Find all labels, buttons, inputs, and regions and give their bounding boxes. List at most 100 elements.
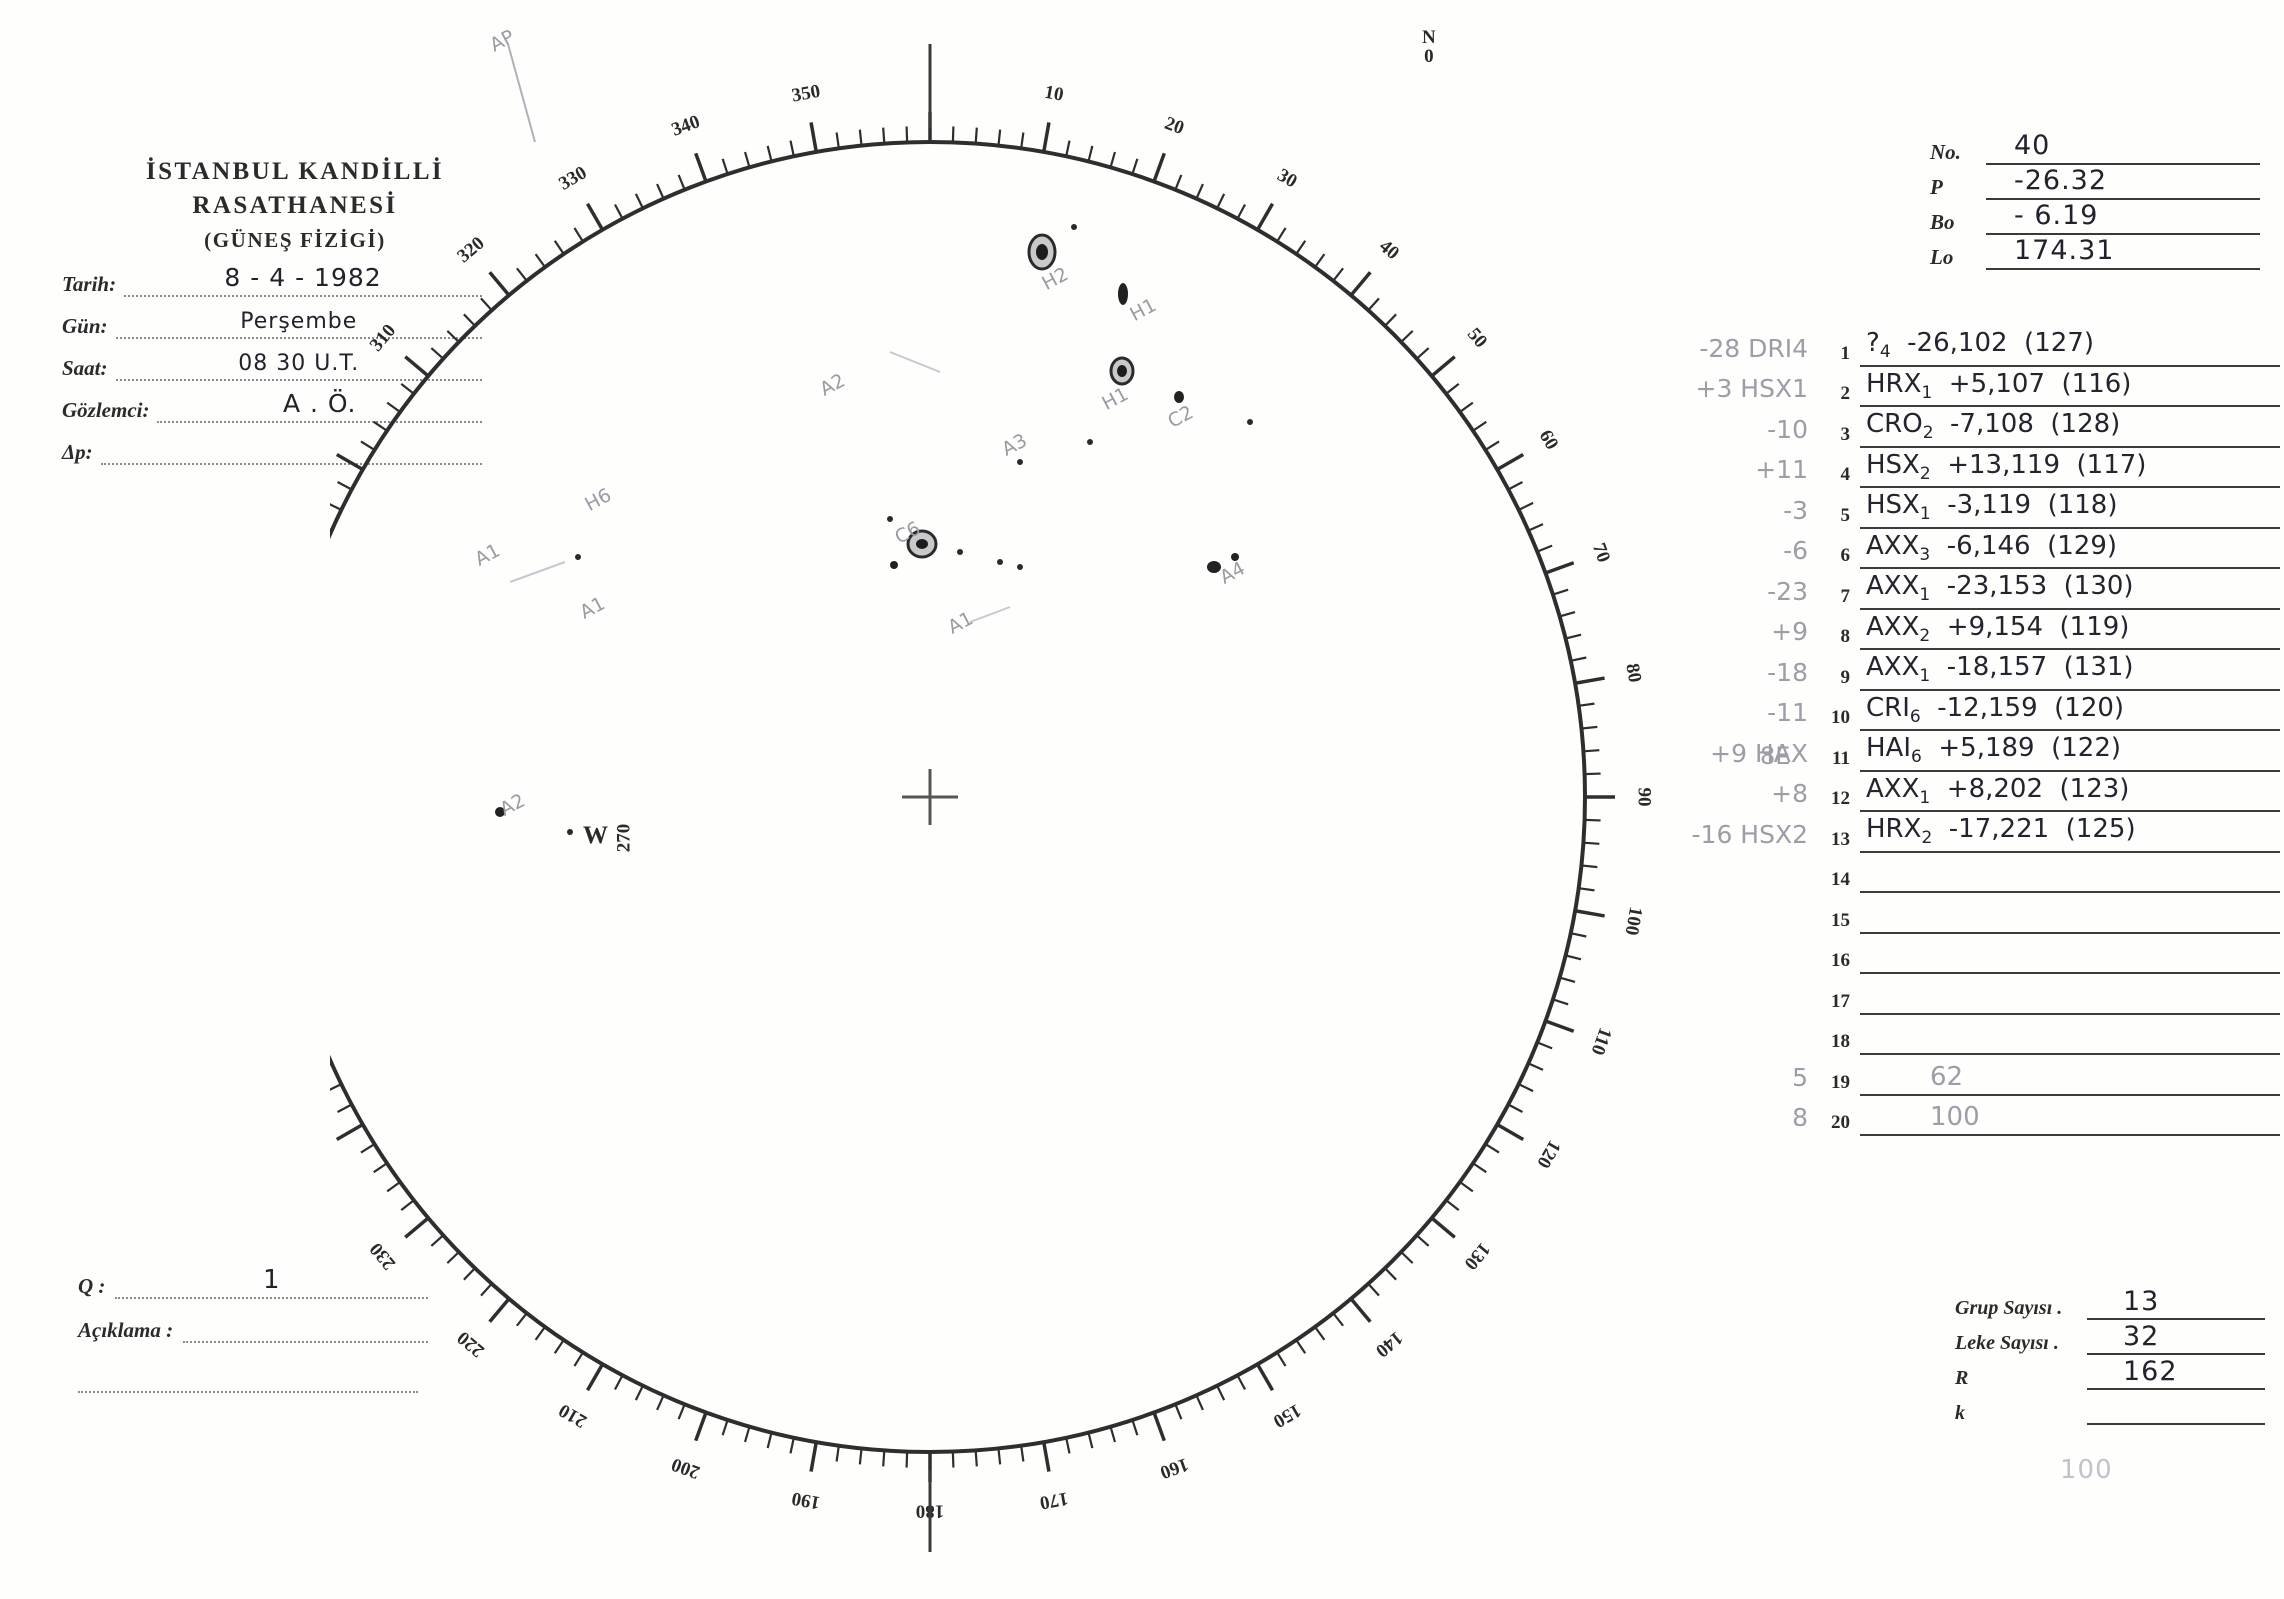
group-rule-line [1860,688,2280,691]
group-row[interactable]: +9 HAX 8E 11 HAI6 +5,189 (122) [1700,733,2280,776]
field-aciklama-line2[interactable] [78,1373,418,1393]
group-row[interactable]: -11 10 CRI6 -12,159 (120) [1700,692,2280,736]
group-pencil-note: +3 HSX1 [1695,374,1809,403]
group-row[interactable]: 18 [1700,1019,2280,1060]
sunspot-pore [1087,439,1093,445]
field-tarih[interactable]: 8 - 4 - 1982 [124,261,482,297]
sunspot-mark [1174,391,1184,403]
form-row-aciklama[interactable]: Açıklama : [78,1299,428,1343]
form-row-saat[interactable]: Saat: 08 30 U.T. [62,339,482,381]
group-row[interactable]: +9 8 AXX2 +9,154 (119) [1700,612,2280,655]
form-row-delta-p[interactable]: Δp: [62,423,482,465]
form-row-q[interactable]: Q : 1 [78,1255,428,1299]
group-pencil-note: -10 [1767,414,1808,444]
field-k[interactable] [2087,1393,2265,1425]
sunspot-pore [997,559,1003,565]
group-rule-line [1860,729,2280,731]
field-delta-p[interactable] [100,429,482,465]
field-grup-sayisi[interactable]: 13 [2087,1286,2265,1320]
field-bo[interactable]: - 6.19 [1986,200,2260,235]
field-no[interactable]: 40 [1986,130,2260,165]
summary-row-grup[interactable]: Grup Sayısı . 13 [1955,1285,2265,1320]
group-entry-text: CRI6 -12,159 (120) [1866,692,2125,727]
group-row[interactable]: -23 7 AXX1 -23,153 (130) [1700,571,2280,614]
svg-text:110: 110 [1587,1025,1616,1058]
label-aciklama: Açıklama : [78,1318,174,1342]
group-index: 1 [1840,342,1851,364]
label-gozlemci: Gözlemci: [62,398,150,422]
group-entry-text: AXX1 -23,153 (130) [1866,571,2134,606]
cardinal-west: W 270 [583,822,639,852]
solar-disk-chart: 10 20 30 40 50 60 70 80 90 100 110 120 130 140 150 160 1… [330,22,1860,1582]
group-entry-text: AXX1 -18,157 (131) [1866,652,2134,687]
field-p[interactable]: -26.32 [1986,165,2260,200]
value-gozlemci: A . Ö. [282,389,357,418]
limb-degree-ticks [330,112,1615,1482]
cardinal-north: N 0 [1422,28,1437,66]
sunspot-umbra [916,539,928,549]
field-leke-sayisi[interactable]: 32 [2087,1321,2265,1355]
group-row[interactable]: 16 [1700,938,2280,979]
label-leke-sayisi: Leke Sayısı . [1955,1332,2059,1354]
group-index: 2 [1840,383,1851,404]
header-row-lo[interactable]: Lo 174.31 [1930,235,2260,270]
group-row[interactable]: 17 [1700,978,2280,1019]
group-rule-line [1860,850,2280,853]
group-row[interactable]: -28 DRI4 1 ?4 -26,102 (127) [1699,328,2280,371]
field-saat[interactable]: 08 30 U.T. [115,345,482,381]
label-p: P [1930,175,1943,199]
group-row[interactable]: +8 12 AXX1 +8,202 (123) [1700,773,2280,817]
group-pencil-note: 8 [1792,1103,1808,1132]
group-row[interactable]: 5 19 62 [1700,1059,2280,1100]
svg-text:230: 230 [366,1238,400,1273]
group-row[interactable]: 15 [1700,897,2280,938]
summary-row-k[interactable]: k [1955,1390,2265,1425]
group-row[interactable]: -3 5 HSX1 -3,119 (118) [1700,490,2280,533]
group-entry-text: CRO2 -7,108 (128) [1866,409,2121,444]
svg-text:310: 310 [366,320,400,355]
field-r[interactable]: 162 [2087,1356,2265,1390]
svg-text:190: 190 [790,1487,822,1513]
disk-center-cross [902,769,958,825]
svg-text:90: 90 [1634,788,1655,807]
form-row-gun[interactable]: Gün: Perşembe [62,297,482,339]
group-entry-text: AXX1 +8,202 (123) [1866,773,2130,808]
header-row-bo[interactable]: Bo - 6.19 [1930,200,2260,235]
group-rule-line [1860,364,2280,367]
summary-block: Grup Sayısı . 13 Leke Sayısı . 32 R 162 … [1955,1285,2265,1425]
group-rule-line [1860,810,2280,812]
value-tarih: 8 - 4 - 1982 [224,263,382,292]
header-row-no[interactable]: No. 40 [1930,130,2260,165]
group-row[interactable]: +3 HSX1 2 HRX1 +5,107 (116) [1696,368,2280,412]
label-q: Q : [78,1274,106,1298]
field-aciklama[interactable] [183,1311,428,1343]
group-row[interactable]: -6 6 AXX3 -6,146 (129) [1700,531,2280,574]
group-entry-text: HRX1 +5,107 (116) [1866,368,2132,403]
value-q: 1 [262,1265,281,1295]
group-index: 18 [1831,1031,1850,1052]
group-row[interactable]: 14 [1700,857,2280,898]
form-row-tarih[interactable]: Tarih: 8 - 4 - 1982 [62,255,482,297]
sunspot-pore [957,549,963,555]
quality-block: Q : 1 Açıklama : [78,1255,428,1393]
group-row[interactable]: -18 9 AXX1 -18,157 (131) [1700,652,2280,695]
group-index: 15 [1831,909,1850,931]
field-lo[interactable]: 174.31 [1986,235,2260,270]
field-gozlemci[interactable]: A . Ö. [157,387,482,423]
form-row-gozlemci[interactable]: Gözlemci: A . Ö. [62,381,482,423]
group-row[interactable]: -10 3 CRO2 -7,108 (128) [1700,409,2280,452]
summary-row-r[interactable]: R 162 [1955,1355,2265,1390]
group-pencil-note: +11 [1755,455,1808,484]
group-index: 14 [1831,869,1850,890]
group-row[interactable]: +11 4 HSX2 +13,119 (117) [1700,450,2280,493]
header-row-p[interactable]: P -26.32 [1930,165,2260,200]
svg-text:320: 320 [453,233,488,267]
field-q[interactable]: 1 [115,1265,428,1299]
group-entry-text: 100 [1930,1102,1980,1132]
group-row[interactable]: -16 HSX2 13 HRX2 -17,221 (125) [1692,814,2280,857]
group-row[interactable]: 8 20 100 [1700,1100,2280,1141]
group-pencil-note: +9 HAX [1710,738,1808,768]
summary-row-leke[interactable]: Leke Sayısı . 32 [1955,1320,2265,1355]
field-gun[interactable]: Perşembe [115,303,482,339]
